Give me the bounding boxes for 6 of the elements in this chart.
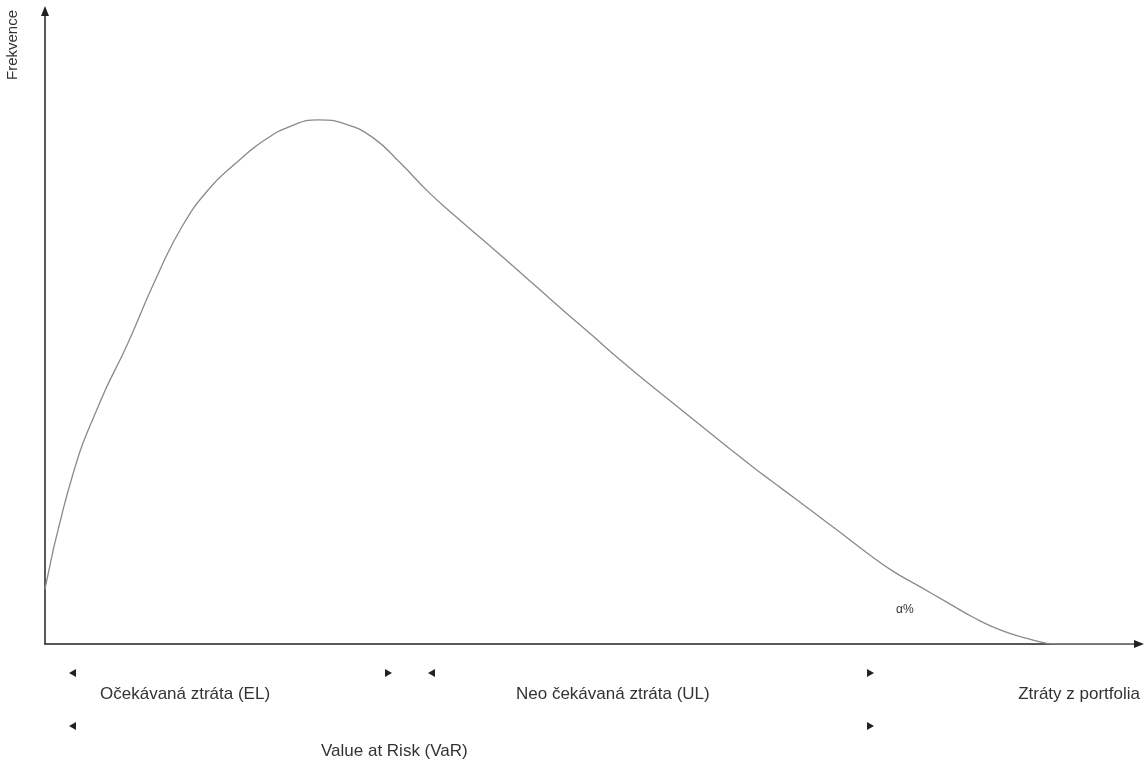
text: Neo čekávaná ztráta (UL) bbox=[516, 684, 710, 703]
text: Očekávaná ztráta (EL) bbox=[100, 684, 271, 703]
text: Value at Risk (VaR) bbox=[321, 741, 468, 760]
y-axis-title: Frekvence bbox=[3, 10, 20, 81]
x-axis-title: Ztráty z portfolia bbox=[1018, 684, 1141, 703]
annotation: α% bbox=[896, 602, 914, 616]
